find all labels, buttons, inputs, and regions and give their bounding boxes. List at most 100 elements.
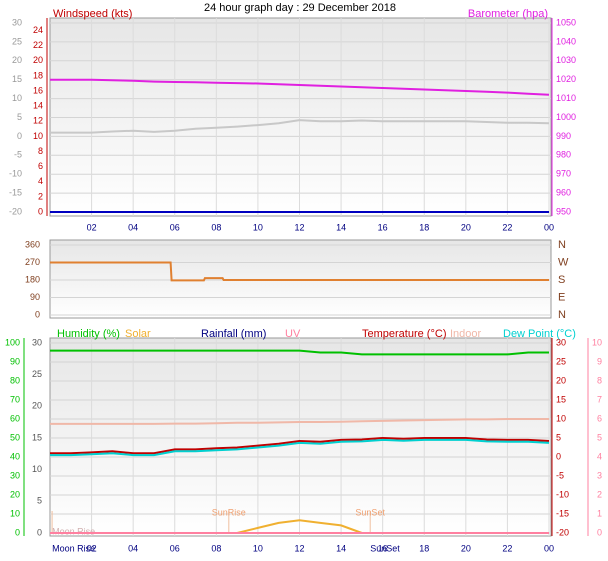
y-tick-label: 180 bbox=[25, 274, 40, 284]
x-tick-label: 22 bbox=[502, 222, 512, 232]
y-tick-label: 40 bbox=[10, 451, 20, 461]
x-tick-label: 16 bbox=[378, 543, 388, 553]
y-tick-label: 20 bbox=[10, 489, 20, 499]
y2-tick-label: S bbox=[558, 274, 565, 286]
event-label: SunRise bbox=[212, 507, 246, 517]
y4-tick-label: 4 bbox=[597, 451, 602, 461]
y2-tick-label: 15 bbox=[556, 394, 566, 404]
legend-entry: Humidity (%) bbox=[57, 328, 120, 340]
y3-tick-label: 0 bbox=[37, 527, 42, 537]
y3-tick-label: 30 bbox=[32, 337, 42, 347]
x-tick-label: 10 bbox=[253, 222, 263, 232]
y2-tick-label: 970 bbox=[556, 169, 571, 179]
legend-entry: UV bbox=[285, 328, 301, 340]
y4-tick-label: 5 bbox=[597, 432, 602, 442]
y-tick-label: 90 bbox=[30, 292, 40, 302]
y2-tick-label: 1010 bbox=[556, 93, 576, 103]
event-label: Moon Rise bbox=[52, 526, 95, 536]
y-tick-label: 100 bbox=[5, 337, 20, 347]
y2-tick-label: 30 bbox=[556, 337, 566, 347]
y3-tick-label: 2 bbox=[38, 191, 43, 201]
y3-tick-label: 4 bbox=[38, 176, 43, 186]
y2-tick-label: 950 bbox=[556, 206, 571, 216]
x-tick-label: 20 bbox=[461, 222, 471, 232]
y4-tick-label: 2 bbox=[597, 489, 602, 499]
y-tick-label: 60 bbox=[10, 413, 20, 423]
legend-entry: Rainfall (mm) bbox=[201, 328, 266, 340]
y3-tick-label: 16 bbox=[33, 85, 43, 95]
y-tick-label: 50 bbox=[10, 432, 20, 442]
y4-tick-label: 7 bbox=[597, 394, 602, 404]
y-tick-label: 10 bbox=[10, 508, 20, 518]
y2-tick-label: -20 bbox=[556, 527, 569, 537]
series-line bbox=[50, 436, 550, 455]
y-tick-label: 0 bbox=[15, 527, 20, 537]
legend-entry: Solar bbox=[125, 328, 151, 340]
y-tick-label: 270 bbox=[25, 257, 40, 267]
y2-tick-label: 1050 bbox=[556, 17, 576, 27]
y2-tick-label: -15 bbox=[556, 508, 569, 518]
series-line bbox=[50, 261, 549, 282]
y-tick-label: -10 bbox=[9, 169, 22, 179]
x-event-label: SunSet bbox=[370, 543, 400, 553]
x-tick-label: 06 bbox=[170, 543, 180, 553]
y3-tick-label: 0 bbox=[38, 206, 43, 216]
y-tick-label: 15 bbox=[12, 74, 22, 84]
x-tick-label: 16 bbox=[378, 222, 388, 232]
y2-tick-label: N bbox=[558, 239, 566, 251]
y2-tick-label: 20 bbox=[556, 375, 566, 385]
y2-tick-label: 25 bbox=[556, 356, 566, 366]
y-tick-label: 30 bbox=[10, 470, 20, 480]
y-tick-label: 80 bbox=[10, 375, 20, 385]
x-tick-label: 00 bbox=[544, 222, 554, 232]
series-line bbox=[50, 78, 550, 96]
x-tick-label: 04 bbox=[128, 543, 138, 553]
y2-tick-label: E bbox=[558, 291, 565, 303]
y-tick-label: 0 bbox=[17, 131, 22, 141]
y3-tick-label: 10 bbox=[33, 131, 43, 141]
x-tick-label: 14 bbox=[336, 222, 346, 232]
y3-tick-label: 8 bbox=[38, 146, 43, 156]
x-tick-label: 18 bbox=[419, 543, 429, 553]
legend-entry: Indoor bbox=[450, 328, 482, 340]
x-tick-label: 12 bbox=[294, 222, 304, 232]
y3-tick-label: 14 bbox=[33, 101, 43, 111]
x-tick-label: 00 bbox=[544, 543, 554, 553]
x-tick-label: 18 bbox=[419, 222, 429, 232]
event-label: SunSet bbox=[355, 507, 385, 517]
y3-tick-label: 6 bbox=[38, 161, 43, 171]
series-line bbox=[50, 438, 550, 457]
y2-tick-label: N bbox=[558, 309, 566, 321]
y2-tick-label: W bbox=[558, 256, 569, 268]
y2-tick-label: 1020 bbox=[556, 74, 576, 84]
y3-tick-label: 12 bbox=[33, 116, 43, 126]
y-tick-label: -20 bbox=[9, 206, 22, 216]
y4-tick-label: 8 bbox=[597, 375, 602, 385]
y2-tick-label: 1040 bbox=[556, 36, 576, 46]
y-tick-label: 20 bbox=[12, 55, 22, 65]
y3-tick-label: 5 bbox=[37, 496, 42, 506]
chart-title: 24 hour graph day : 29 December 2018 bbox=[204, 2, 396, 14]
y2-axis-label: Barometer (hpa) bbox=[468, 8, 548, 20]
y-tick-label: 25 bbox=[12, 36, 22, 46]
x-tick-label: 04 bbox=[128, 222, 138, 232]
x-tick-label: 02 bbox=[87, 543, 97, 553]
y4-tick-label: 1 bbox=[597, 508, 602, 518]
y3-tick-label: 25 bbox=[32, 369, 42, 379]
y2-tick-label: 10 bbox=[556, 413, 566, 423]
y-axis-label: Windspeed (kts) bbox=[53, 8, 132, 20]
x-tick-label: 22 bbox=[502, 543, 512, 553]
x-tick-label: 20 bbox=[461, 543, 471, 553]
y3-tick-label: 20 bbox=[33, 55, 43, 65]
y3-tick-label: 22 bbox=[33, 40, 43, 50]
x-tick-label: 06 bbox=[170, 222, 180, 232]
series-line bbox=[50, 349, 549, 356]
x-tick-label: 08 bbox=[211, 543, 221, 553]
y2-tick-label: 1000 bbox=[556, 112, 576, 122]
y-tick-label: -15 bbox=[9, 187, 22, 197]
y3-tick-label: 15 bbox=[32, 432, 42, 442]
x-tick-label: 14 bbox=[336, 543, 346, 553]
x-tick-label: 10 bbox=[253, 543, 263, 553]
y2-tick-label: 0 bbox=[556, 451, 561, 461]
y4-tick-label: 3 bbox=[597, 470, 602, 480]
